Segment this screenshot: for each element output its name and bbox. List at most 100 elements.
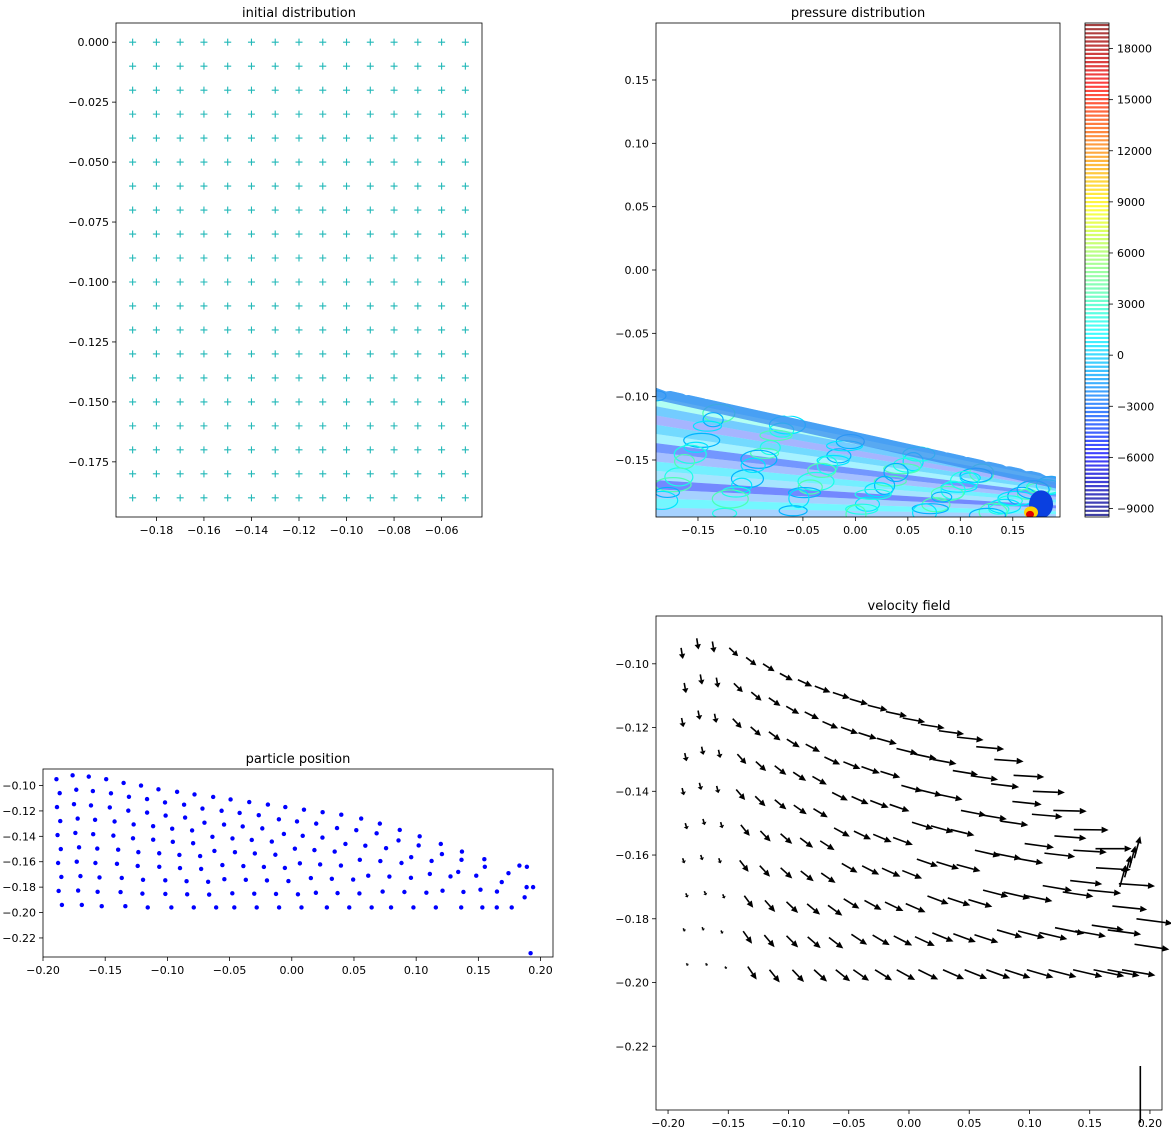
- particle-marker: [129, 470, 137, 478]
- velocity-arrow-head: [714, 682, 721, 688]
- velocity-arrow-head: [721, 895, 726, 899]
- velocity-arrow-head: [860, 798, 869, 805]
- particle-marker: [200, 278, 208, 286]
- velocity-arrow-shaft: [1087, 889, 1115, 894]
- velocity-arrow-shaft: [884, 901, 898, 909]
- y-tick-label: −0.125: [68, 336, 109, 349]
- velocity-arrow-shaft: [1123, 861, 1130, 878]
- velocity-arrow-shaft: [932, 758, 950, 764]
- velocity-arrow-head: [899, 711, 908, 718]
- velocity-arrow-shaft: [1024, 894, 1046, 901]
- particle-point: [408, 854, 414, 860]
- particle-marker: [438, 62, 446, 70]
- velocity-arrow-head: [1098, 931, 1106, 939]
- velocity-arrow-shaft: [851, 795, 863, 802]
- pressure-contour: [673, 453, 696, 470]
- particle-marker: [390, 254, 398, 262]
- y-tick-label: −0.20: [615, 977, 649, 990]
- particle-point: [482, 856, 487, 862]
- particle-point: [499, 879, 504, 885]
- velocity-arrow-head: [792, 740, 800, 748]
- velocity-arrow-head: [1101, 826, 1109, 834]
- velocity-arrow-head: [871, 868, 880, 875]
- particle-point: [108, 791, 114, 796]
- velocity-arrow-head: [813, 941, 821, 949]
- particle-marker: [152, 158, 160, 166]
- particle-marker: [366, 278, 374, 286]
- velocity-arrow-shaft: [1012, 800, 1035, 805]
- velocity-arrow-head: [701, 928, 705, 931]
- particle-marker: [438, 254, 446, 262]
- velocity-arrow-head: [970, 770, 979, 777]
- x-tick-label: 0.15: [1001, 524, 1026, 537]
- velocity-arrow-head: [785, 674, 793, 681]
- velocity-arrow-head: [901, 805, 910, 812]
- particle-point: [439, 851, 445, 857]
- velocity-arrow-shaft: [932, 932, 948, 940]
- velocity-arrow-head: [883, 836, 892, 843]
- particle-marker: [438, 86, 446, 94]
- particle-marker: [366, 422, 374, 430]
- particle-point: [480, 905, 485, 910]
- particle-marker: [461, 86, 469, 94]
- velocity-arrow-shaft: [719, 821, 723, 826]
- particle-marker: [224, 134, 232, 142]
- velocity-arrow-shaft: [947, 897, 964, 904]
- pressure-contour: [788, 488, 810, 509]
- particle-point: [221, 822, 227, 827]
- velocity-arrow-head: [790, 905, 799, 913]
- particle-marker: [319, 494, 327, 502]
- pressure-contour: [816, 454, 850, 467]
- x-tick-label: −0.20: [651, 1117, 685, 1130]
- particle-point: [528, 950, 533, 956]
- y-tick-label: −0.22: [615, 1040, 649, 1053]
- particle-point: [232, 905, 237, 910]
- particle-marker: [247, 158, 255, 166]
- particle-point: [140, 877, 146, 882]
- velocity-arrow-shaft: [994, 758, 1017, 762]
- particle-point: [93, 860, 98, 866]
- particle-point: [75, 888, 81, 893]
- velocity-arrow-head: [719, 824, 725, 829]
- velocity-arrow-head: [859, 938, 868, 945]
- particle-marker: [461, 494, 469, 502]
- particle-marker: [129, 302, 137, 310]
- y-tick-label: −0.18: [2, 881, 36, 894]
- particle-marker: [390, 374, 398, 382]
- particle-point: [157, 864, 162, 870]
- particle-point: [189, 828, 195, 833]
- velocity-arrow-shaft: [982, 889, 1002, 896]
- velocity-arrow-head: [798, 774, 807, 781]
- particle-point: [357, 857, 363, 863]
- velocity-arrow-shaft: [1091, 924, 1118, 930]
- particle-point: [70, 773, 75, 778]
- particle-marker: [200, 470, 208, 478]
- particle-marker: [366, 470, 374, 478]
- pressure-contour: [656, 477, 692, 493]
- particle-marker: [343, 110, 351, 118]
- velocity-arrow-shaft: [732, 718, 739, 725]
- particle-point: [354, 827, 359, 833]
- particle-marker: [224, 350, 232, 358]
- y-tick-label: −0.14: [615, 785, 649, 798]
- particle-point: [350, 877, 356, 882]
- particle-marker: [200, 326, 208, 334]
- velocity-arrow-head: [806, 874, 814, 882]
- x-tick-label: 0.00: [280, 964, 305, 977]
- particle-marker: [343, 38, 351, 46]
- pressure-band: [656, 507, 1056, 517]
- particle-marker: [295, 470, 303, 478]
- velocity-arrow-shaft: [768, 731, 776, 738]
- velocity-arrow-shaft: [974, 933, 992, 942]
- velocity-arrow-head: [1120, 864, 1128, 873]
- pressure-contour: [816, 455, 839, 475]
- particle-point: [247, 799, 252, 805]
- velocity-arrow-head: [861, 974, 870, 981]
- particle-marker: [438, 158, 446, 166]
- x-tick-label: 0.05: [957, 1117, 982, 1130]
- particle-point: [313, 821, 319, 826]
- particle-marker: [247, 230, 255, 238]
- particle-marker: [152, 182, 160, 190]
- particle-point: [506, 870, 511, 876]
- velocity-arrow-head: [680, 791, 686, 796]
